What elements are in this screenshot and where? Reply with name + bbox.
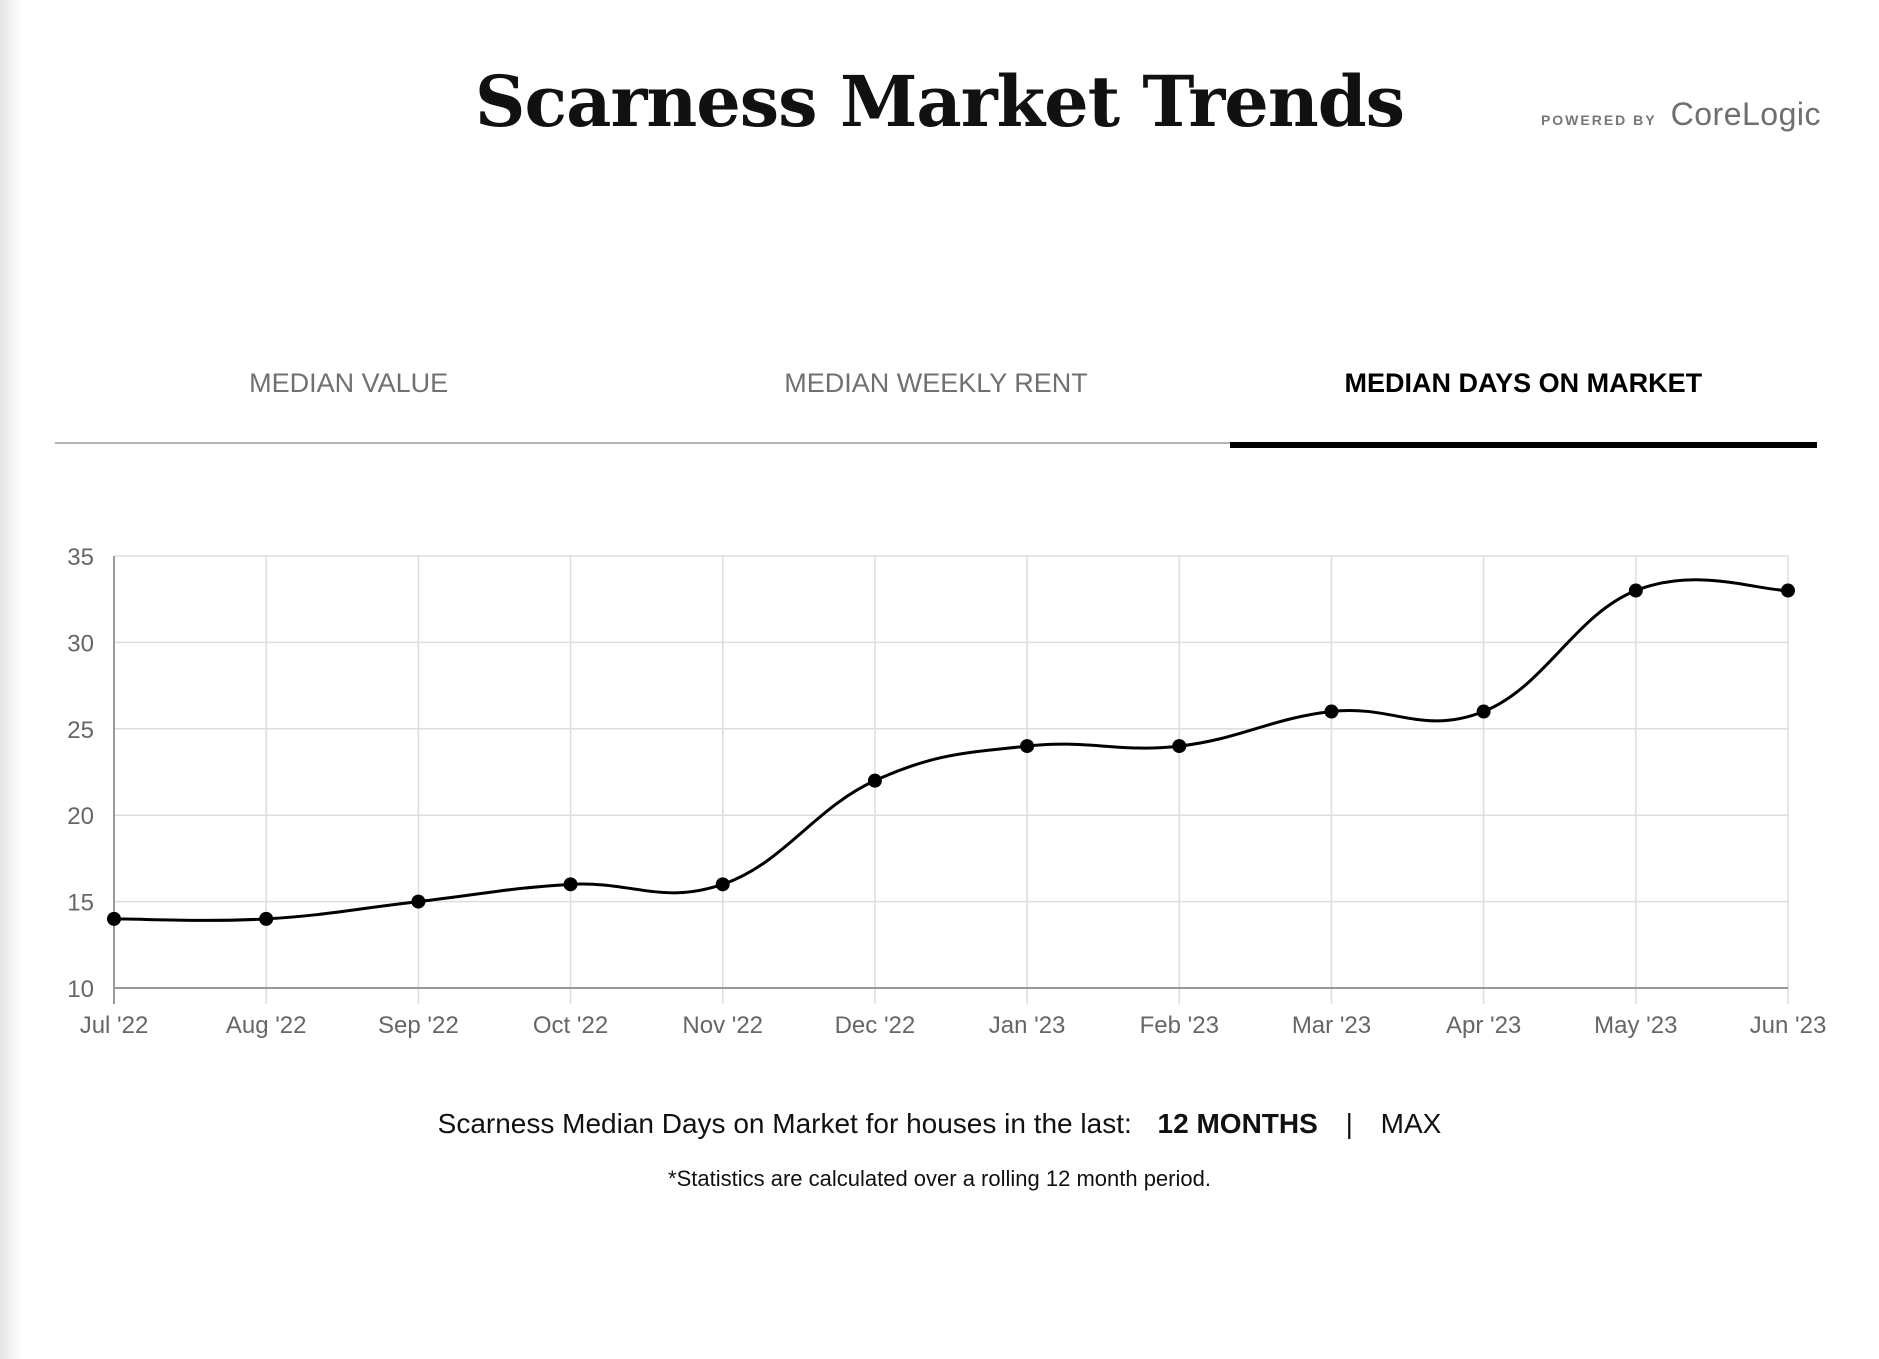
data-point — [563, 877, 578, 892]
series-line — [113, 578, 1789, 922]
tab-median-days-on-market[interactable]: MEDIAN DAYS ON MARKET — [1229, 350, 1818, 448]
data-point — [411, 894, 426, 909]
x-tick-label: Sep '22 — [378, 1012, 459, 1039]
data-point — [867, 773, 882, 788]
powered-by-label: POWERED BY — [1540, 112, 1657, 128]
y-tick-label: 10 — [67, 976, 94, 1003]
range-prefix: Scarness Median Days on Market for house… — [437, 1108, 1132, 1139]
tab-median-weekly-rent[interactable]: MEDIAN WEEKLY RENT — [784, 368, 1088, 398]
data-point — [1020, 739, 1035, 754]
data-point — [1781, 583, 1795, 598]
powered-by-badge: POWERED BY CoreLogic — [1541, 96, 1821, 133]
y-tick-label: 30 — [67, 630, 94, 657]
x-tick-label: Apr '23 — [1446, 1012, 1521, 1039]
range-selector: Scarness Median Days on Market for house… — [0, 1108, 1879, 1140]
data-point — [259, 911, 274, 926]
corelogic-logo: CoreLogic — [1670, 96, 1821, 132]
x-tick-label: Jul '22 — [80, 1012, 149, 1039]
x-tick-label: Feb '23 — [1140, 1012, 1219, 1039]
range-separator: | — [1345, 1108, 1353, 1139]
x-tick-label: Oct '22 — [533, 1012, 608, 1039]
x-tick-label: Aug '22 — [226, 1012, 307, 1039]
data-point — [1476, 704, 1491, 719]
y-tick-label: 25 — [67, 717, 94, 744]
y-tick-label: 20 — [67, 803, 94, 830]
tab-median-value[interactable]: MEDIAN VALUE — [249, 368, 449, 398]
data-point — [1628, 583, 1643, 598]
range-max[interactable]: MAX — [1380, 1108, 1442, 1139]
data-point — [1172, 739, 1187, 754]
data-point — [715, 877, 730, 892]
x-tick-label: Jun '23 — [1750, 1012, 1827, 1039]
range-12-months[interactable]: 12 MONTHS — [1157, 1108, 1318, 1139]
x-tick-label: Jan '23 — [989, 1012, 1066, 1039]
page-title: Scarness Market Trends — [474, 60, 1405, 143]
x-tick-label: May '23 — [1594, 1012, 1677, 1039]
metric-tabs: MEDIAN VALUE MEDIAN WEEKLY RENT MEDIAN D… — [55, 350, 1818, 448]
days-on-market-chart: 10 15 20 25 30 35 Jul '22 Aug '22 Sep '22 Oct '22… — [67, 544, 1827, 1039]
y-tick-label: 35 — [67, 544, 94, 571]
y-tick-label: 15 — [67, 890, 94, 917]
x-tick-label: Dec '22 — [835, 1012, 916, 1039]
x-tick-label: Nov '22 — [682, 1012, 763, 1039]
statistics-note: *Statistics are calculated over a rollin… — [668, 1166, 1211, 1191]
data-point — [107, 911, 121, 926]
data-point — [1324, 704, 1339, 719]
left-edge-shadow — [0, 0, 22, 1359]
x-tick-label: Mar '23 — [1292, 1012, 1371, 1039]
